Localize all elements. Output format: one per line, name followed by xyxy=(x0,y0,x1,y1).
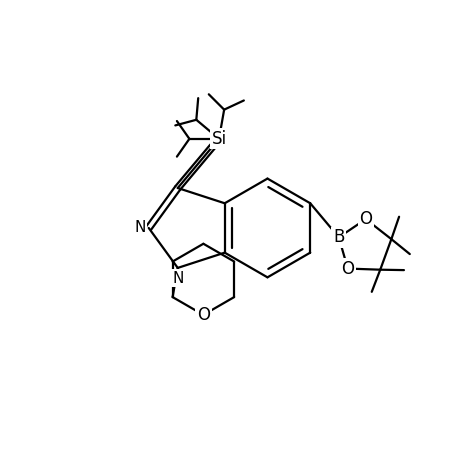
Text: N: N xyxy=(172,271,184,286)
Text: Si: Si xyxy=(212,130,226,148)
Text: O: O xyxy=(341,260,354,277)
Text: O: O xyxy=(197,306,210,324)
Text: B: B xyxy=(333,228,345,247)
Text: N: N xyxy=(134,220,146,235)
Text: O: O xyxy=(359,210,372,228)
